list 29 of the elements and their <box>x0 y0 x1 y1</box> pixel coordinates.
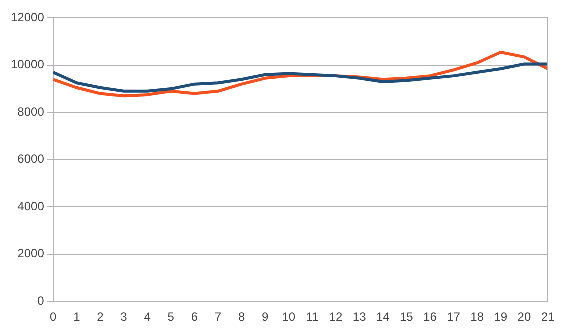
y-tick-label: 10000 <box>10 58 45 72</box>
x-tick-label: 4 <box>144 310 152 324</box>
y-tick-label: 2000 <box>18 246 45 261</box>
y-tick-label: 0 <box>38 294 45 308</box>
x-tick-label: 9 <box>262 310 270 324</box>
x-tick-label: 2 <box>97 310 104 324</box>
x-tick-label: 18 <box>470 310 484 324</box>
x-tick-label: 16 <box>424 310 438 324</box>
x-tick-label: 21 <box>541 310 555 324</box>
x-tick-label: 7 <box>214 310 222 324</box>
x-tick-label: 1 <box>74 310 81 324</box>
x-tick-label: 13 <box>352 310 367 324</box>
x-tick-label: 12 <box>329 310 344 324</box>
x-tick-label: 14 <box>376 310 390 324</box>
x-tick-label: 10 <box>282 310 296 324</box>
y-tick-label: 8000 <box>18 104 45 119</box>
x-tick-label: 3 <box>120 310 128 324</box>
x-tick-label: 11 <box>306 310 320 324</box>
x-tick-label: 0 <box>50 310 58 324</box>
x-tick-label: 20 <box>518 310 532 324</box>
y-tick-label: 6000 <box>18 152 45 166</box>
x-tick-label: 19 <box>494 310 508 324</box>
x-tick-label: 17 <box>447 310 461 324</box>
x-tick-label: 15 <box>400 310 414 324</box>
y-tick-label: 12000 <box>10 10 45 25</box>
x-tick-label: 8 <box>238 310 246 324</box>
y-tick-label: 4000 <box>18 199 45 214</box>
x-tick-label: 5 <box>168 310 175 324</box>
x-tick-label: 6 <box>191 310 198 324</box>
